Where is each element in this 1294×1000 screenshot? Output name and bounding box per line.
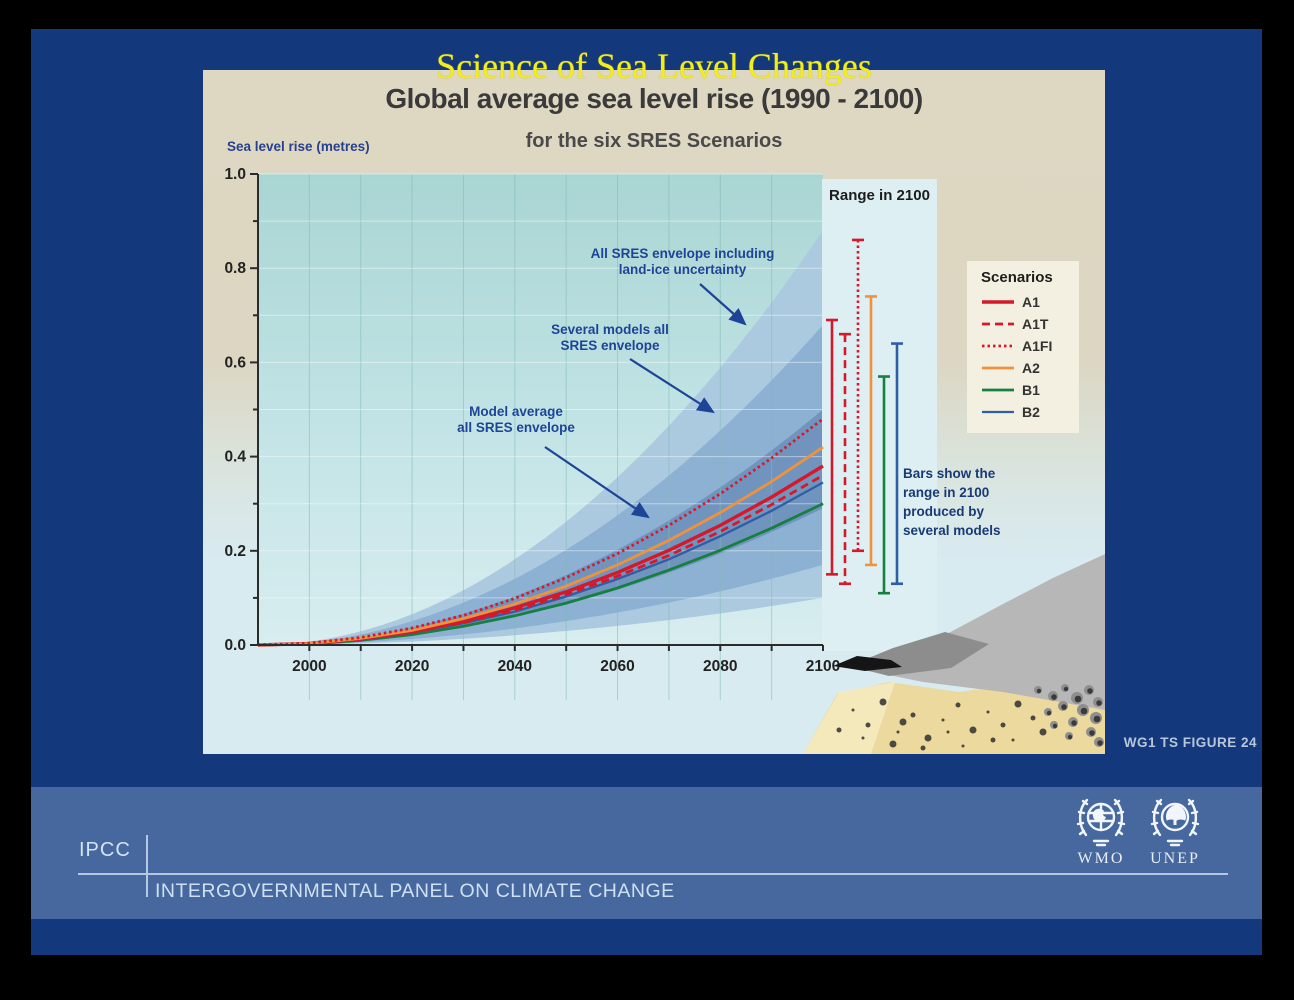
legend-line-sample [982, 388, 1014, 392]
ipcc-abbreviation: IPCC [79, 839, 131, 861]
y-tick-label: 1.0 [224, 166, 246, 183]
x-tick-label: 2040 [498, 658, 532, 675]
sea-level-chart-svg: 0.0 0.2 0.4 0.6 0.8 1.0 2000 2020 2040 2060 2080 21… [224, 166, 1105, 754]
annotation-land-ice-envelope: All SRES envelope including land-ice unc… [575, 246, 790, 278]
unep-logo: UNEP [1144, 791, 1206, 868]
sea-level-figure: 0.0 0.2 0.4 0.6 0.8 1.0 2000 2020 2040 2060 2080 21… [203, 70, 1105, 754]
legend-label: B1 [1022, 382, 1040, 398]
annotation-line: SRES envelope [560, 338, 660, 354]
legend-label: A2 [1022, 360, 1040, 376]
y-tick-label: 0.8 [224, 260, 246, 277]
chart-subtitle: for the six SRES Scenarios [525, 130, 783, 152]
x-tick-label: 2080 [703, 658, 737, 675]
x-tick-label: 2060 [600, 658, 634, 675]
legend-line-sample [982, 344, 1014, 348]
legend-item-B2: B2 [981, 401, 1079, 423]
scenario-curve-A1FI [257, 417, 824, 647]
legend-label: A1T [1022, 316, 1049, 332]
annotation-line: all SRES envelope [457, 420, 575, 436]
annotation-several-models-envelope: Several models all SRES envelope [530, 322, 690, 354]
legend-line-sample [982, 322, 1014, 326]
x-tick-label: 2000 [292, 658, 326, 675]
annotation-line: All SRES envelope including [590, 246, 775, 261]
annotation-model-average-envelope: Model average all SRES envelope [436, 404, 596, 436]
legend-label: B2 [1022, 404, 1040, 420]
chart-legend: Scenarios A1 A1T A1FI A2 B1 B2 [967, 261, 1079, 433]
un-logos: WMO UNEP [1070, 791, 1206, 868]
y-axis-label: Sea level rise (metres) [227, 139, 370, 154]
envelope-band-2 [258, 409, 823, 645]
annotation-line: Model average [469, 404, 563, 419]
x-tick-label: 2020 [395, 658, 429, 675]
y-tick-label: 0.6 [224, 354, 246, 371]
range-bars [826, 238, 903, 595]
legend-title: Scenarios [981, 269, 1053, 286]
footer-horizontal-rule [78, 873, 1228, 875]
legend-label: A1 [1022, 294, 1040, 310]
y-tick-label: 0.4 [224, 449, 246, 466]
legend-item-B1: B1 [981, 379, 1079, 401]
legend-item-A2: A2 [981, 357, 1079, 379]
annotation-arrows [544, 283, 747, 519]
range-panel [822, 179, 937, 651]
unep-label: UNEP [1150, 850, 1200, 867]
annotation-line: Several models all [551, 322, 669, 337]
legend-item-A1T: A1T [981, 313, 1079, 335]
legend-items: A1 A1T A1FI A2 B1 B2 [981, 291, 1079, 423]
figure-caption: WG1 TS FIGURE 24 [1123, 735, 1257, 750]
axes: 0.0 0.2 0.4 0.6 0.8 1.0 2000 2020 2040 2060 2080 21… [224, 166, 840, 675]
legend-item-A1: A1 [981, 291, 1079, 313]
legend-label: A1FI [1022, 338, 1053, 354]
bars-note: Bars show the range in 2100 produced by … [903, 466, 1001, 538]
x-tick-label: 2100 [806, 658, 840, 675]
wmo-emblem-icon [1076, 798, 1126, 847]
presentation-slide: Science of Sea Level Changes 0.0 0.2 0.4 0.… [31, 29, 1262, 955]
footer-vertical-rule [146, 835, 148, 897]
gridlines [258, 173, 823, 700]
unep-emblem-icon [1150, 798, 1200, 847]
legend-line-sample [982, 300, 1014, 304]
scenario-curves [257, 417, 824, 647]
slide-title: Science of Sea Level Changes [436, 46, 872, 86]
y-tick-label: 0.2 [224, 543, 246, 560]
footer-band: IPCC INTERGOVERNMENTAL PANEL ON CLIMATE … [31, 787, 1262, 919]
y-tick-label: 0.0 [224, 637, 246, 654]
annotation-line: land-ice uncertainty [618, 262, 747, 278]
legend-item-A1FI: A1FI [981, 335, 1079, 357]
wmo-label: WMO [1077, 850, 1125, 867]
legend-line-sample [982, 366, 1014, 370]
chart-title: Global average sea level rise (1990 - 21… [385, 83, 923, 114]
wmo-logo: WMO [1070, 791, 1132, 868]
range-panel-title: Range in 2100 [829, 187, 930, 204]
legend-line-sample [982, 410, 1014, 414]
coast-illustration [803, 554, 1105, 754]
ipcc-full-name: INTERGOVERNMENTAL PANEL ON CLIMATE CHANG… [155, 880, 675, 902]
